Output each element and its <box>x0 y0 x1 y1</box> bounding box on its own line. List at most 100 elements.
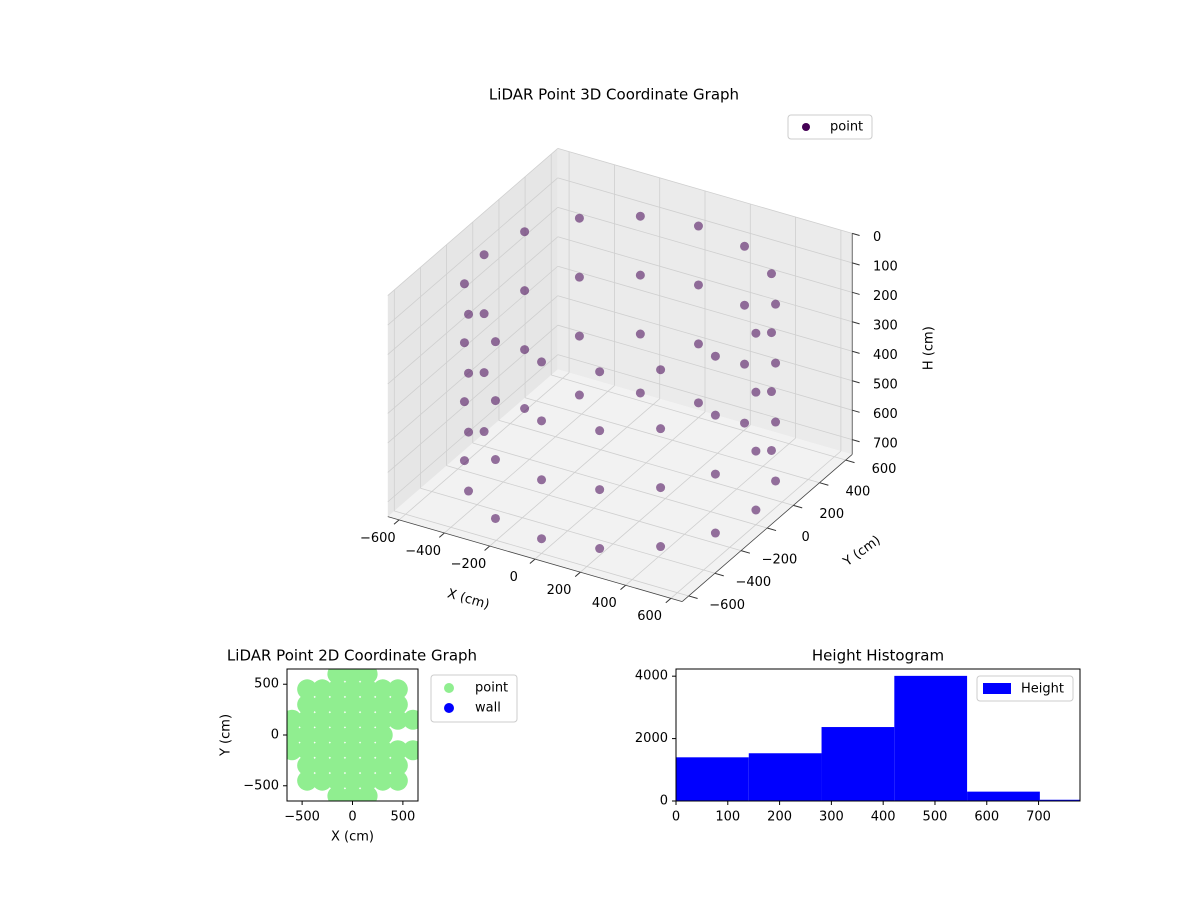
tick-mark <box>620 584 626 591</box>
axis-line <box>387 516 683 602</box>
point <box>490 513 500 523</box>
chart-title: Height Histogram <box>812 647 944 665</box>
point <box>327 679 348 700</box>
point <box>312 725 333 745</box>
point <box>520 403 530 413</box>
legend-label: Height <box>1021 682 1064 697</box>
bar <box>967 791 1040 801</box>
plot-area <box>287 669 418 801</box>
point <box>464 309 474 319</box>
point <box>710 410 720 420</box>
point <box>490 337 500 347</box>
chart-title: LiDAR Point 3D Coordinate Graph <box>489 86 739 104</box>
point <box>372 740 393 761</box>
point <box>537 416 547 426</box>
x-tick-label: 300 <box>819 810 844 825</box>
tick-mark <box>438 532 445 538</box>
grid-line <box>551 374 846 461</box>
y-tick-label: 4000 <box>635 669 668 684</box>
grid-line <box>387 148 559 296</box>
point <box>740 359 750 369</box>
point <box>574 213 584 223</box>
point <box>357 770 378 791</box>
point <box>327 770 348 791</box>
point <box>387 770 408 791</box>
point <box>751 446 761 456</box>
x-tick-label: 700 <box>1026 810 1051 825</box>
grid-line <box>446 465 742 552</box>
point <box>479 309 489 319</box>
point <box>479 427 489 437</box>
point <box>402 709 418 730</box>
point <box>710 351 720 361</box>
point <box>342 679 363 700</box>
point <box>297 740 318 761</box>
point <box>771 417 781 427</box>
point <box>693 339 703 349</box>
point <box>479 368 489 378</box>
axis-line <box>681 454 853 602</box>
x-tick-label: 600 <box>637 609 662 624</box>
bar <box>894 675 968 801</box>
point <box>357 725 378 745</box>
point <box>297 679 318 700</box>
grid-line <box>557 177 853 264</box>
point <box>459 456 469 466</box>
point <box>520 286 530 296</box>
axes-frame <box>675 668 1081 802</box>
point <box>459 397 469 407</box>
point <box>656 483 666 493</box>
point <box>287 740 303 761</box>
tick-mark <box>793 504 803 509</box>
tick-mark <box>845 459 855 464</box>
point <box>372 679 393 700</box>
point <box>656 424 666 434</box>
point <box>327 669 348 685</box>
tick-mark <box>852 291 860 295</box>
y-tick-label: 0 <box>271 728 279 743</box>
x-tick-label: 200 <box>767 810 792 825</box>
tick-mark <box>767 527 777 532</box>
point <box>459 279 469 289</box>
point <box>357 694 378 715</box>
z-tick-label: 700 <box>873 436 898 451</box>
legend-label: point <box>475 681 508 696</box>
point <box>766 269 776 279</box>
point <box>312 740 333 761</box>
point <box>387 740 408 761</box>
x-tick-label: 400 <box>871 810 896 825</box>
point <box>635 329 645 339</box>
point <box>297 770 318 791</box>
y-tick-label: 600 <box>872 462 897 477</box>
tick-mark <box>852 262 860 266</box>
point <box>342 785 363 801</box>
legend-marker <box>444 703 454 713</box>
y-tick-label: 2000 <box>635 731 668 746</box>
point <box>387 755 408 776</box>
tick-mark <box>574 571 581 577</box>
tick-mark <box>714 572 724 577</box>
point <box>372 694 393 715</box>
point <box>342 770 363 791</box>
y-tick-label: 500 <box>254 677 279 692</box>
point <box>771 299 781 309</box>
point <box>402 740 418 761</box>
point <box>464 427 474 437</box>
point <box>342 669 363 685</box>
z-tick-label: 100 <box>873 260 898 275</box>
point <box>740 241 750 251</box>
grid-line <box>557 206 853 293</box>
point <box>312 709 333 730</box>
point <box>372 725 393 745</box>
point <box>520 227 530 237</box>
tick-mark <box>393 519 400 525</box>
grid-line <box>387 295 559 444</box>
x-tick-label: −400 <box>405 544 441 559</box>
point <box>464 486 474 496</box>
point <box>297 725 318 745</box>
point <box>751 505 761 515</box>
point <box>459 338 469 348</box>
grid-line <box>557 148 853 234</box>
tick-mark <box>665 597 672 604</box>
